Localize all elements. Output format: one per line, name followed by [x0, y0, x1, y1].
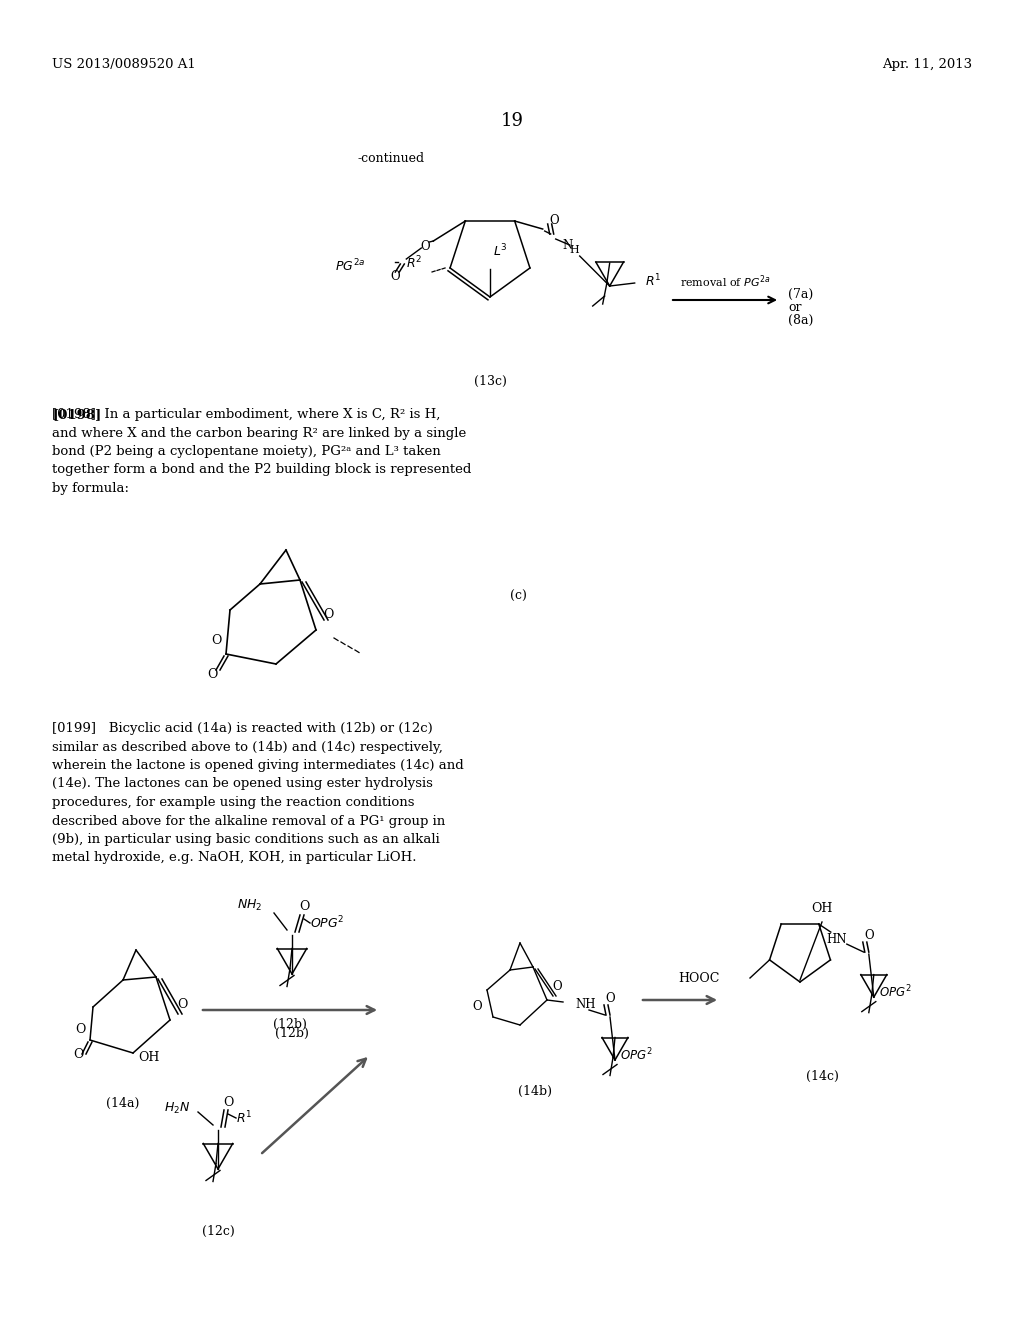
Text: (14b): (14b)	[518, 1085, 552, 1098]
Text: or: or	[788, 301, 802, 314]
Text: US 2013/0089520 A1: US 2013/0089520 A1	[52, 58, 196, 71]
Text: O: O	[864, 929, 873, 942]
Text: $OPG^2$: $OPG^2$	[879, 983, 911, 1001]
Text: (c): (c)	[510, 590, 527, 603]
Text: Apr. 11, 2013: Apr. 11, 2013	[882, 58, 972, 71]
Text: -continued: -continued	[358, 152, 425, 165]
Text: O: O	[223, 1096, 233, 1109]
Text: O: O	[550, 214, 559, 227]
Text: 19: 19	[501, 112, 523, 129]
Text: $NH_2$: $NH_2$	[237, 898, 262, 912]
Text: O: O	[323, 607, 333, 620]
Text: [0199]   Bicyclic acid (14a) is reacted with (12b) or (12c)
similar as described: [0199] Bicyclic acid (14a) is reacted wi…	[52, 722, 464, 865]
Text: O: O	[73, 1048, 83, 1061]
Text: O: O	[421, 239, 430, 252]
Text: $H_2N$: $H_2N$	[164, 1101, 190, 1115]
Text: (14c): (14c)	[806, 1071, 839, 1082]
Text: $PG^{2a}$: $PG^{2a}$	[335, 257, 366, 275]
Text: HN: HN	[826, 933, 847, 945]
Text: H: H	[569, 246, 580, 255]
Text: O: O	[299, 900, 309, 913]
Text: (7a): (7a)	[788, 288, 813, 301]
Text: removal of $PG^{2a}$: removal of $PG^{2a}$	[680, 273, 770, 290]
Text: $L^3$: $L^3$	[493, 243, 508, 259]
Text: (12b): (12b)	[273, 1018, 307, 1031]
Text: O: O	[552, 979, 562, 993]
Text: (12c): (12c)	[202, 1225, 234, 1238]
Text: N: N	[562, 239, 572, 252]
Text: NH: NH	[575, 998, 596, 1011]
Text: (14a): (14a)	[106, 1097, 139, 1110]
Text: OH: OH	[811, 902, 833, 915]
Text: (13c): (13c)	[473, 375, 507, 388]
Text: HOOC: HOOC	[679, 972, 720, 985]
Text: O: O	[211, 634, 221, 647]
Text: $OPG^2$: $OPG^2$	[310, 915, 344, 932]
Text: O: O	[75, 1023, 85, 1036]
Text: $R^1$: $R^1$	[645, 273, 660, 289]
Text: (12b): (12b)	[275, 1027, 309, 1040]
Text: OH: OH	[138, 1051, 160, 1064]
Text: O: O	[472, 1001, 482, 1012]
Text: [0198]  In a particular embodiment, where X is C, R² is H,
and where X and the c: [0198] In a particular embodiment, where…	[52, 408, 471, 495]
Text: $R^2$: $R^2$	[406, 255, 422, 272]
Text: (8a): (8a)	[788, 314, 813, 327]
Text: $R^1$: $R^1$	[236, 1110, 252, 1126]
Text: [0198]: [0198]	[52, 408, 101, 421]
Text: O: O	[390, 269, 400, 282]
Text: O: O	[207, 668, 217, 681]
Text: O: O	[177, 998, 187, 1011]
Text: $OPG^2$: $OPG^2$	[620, 1047, 652, 1064]
Text: O: O	[605, 993, 614, 1005]
